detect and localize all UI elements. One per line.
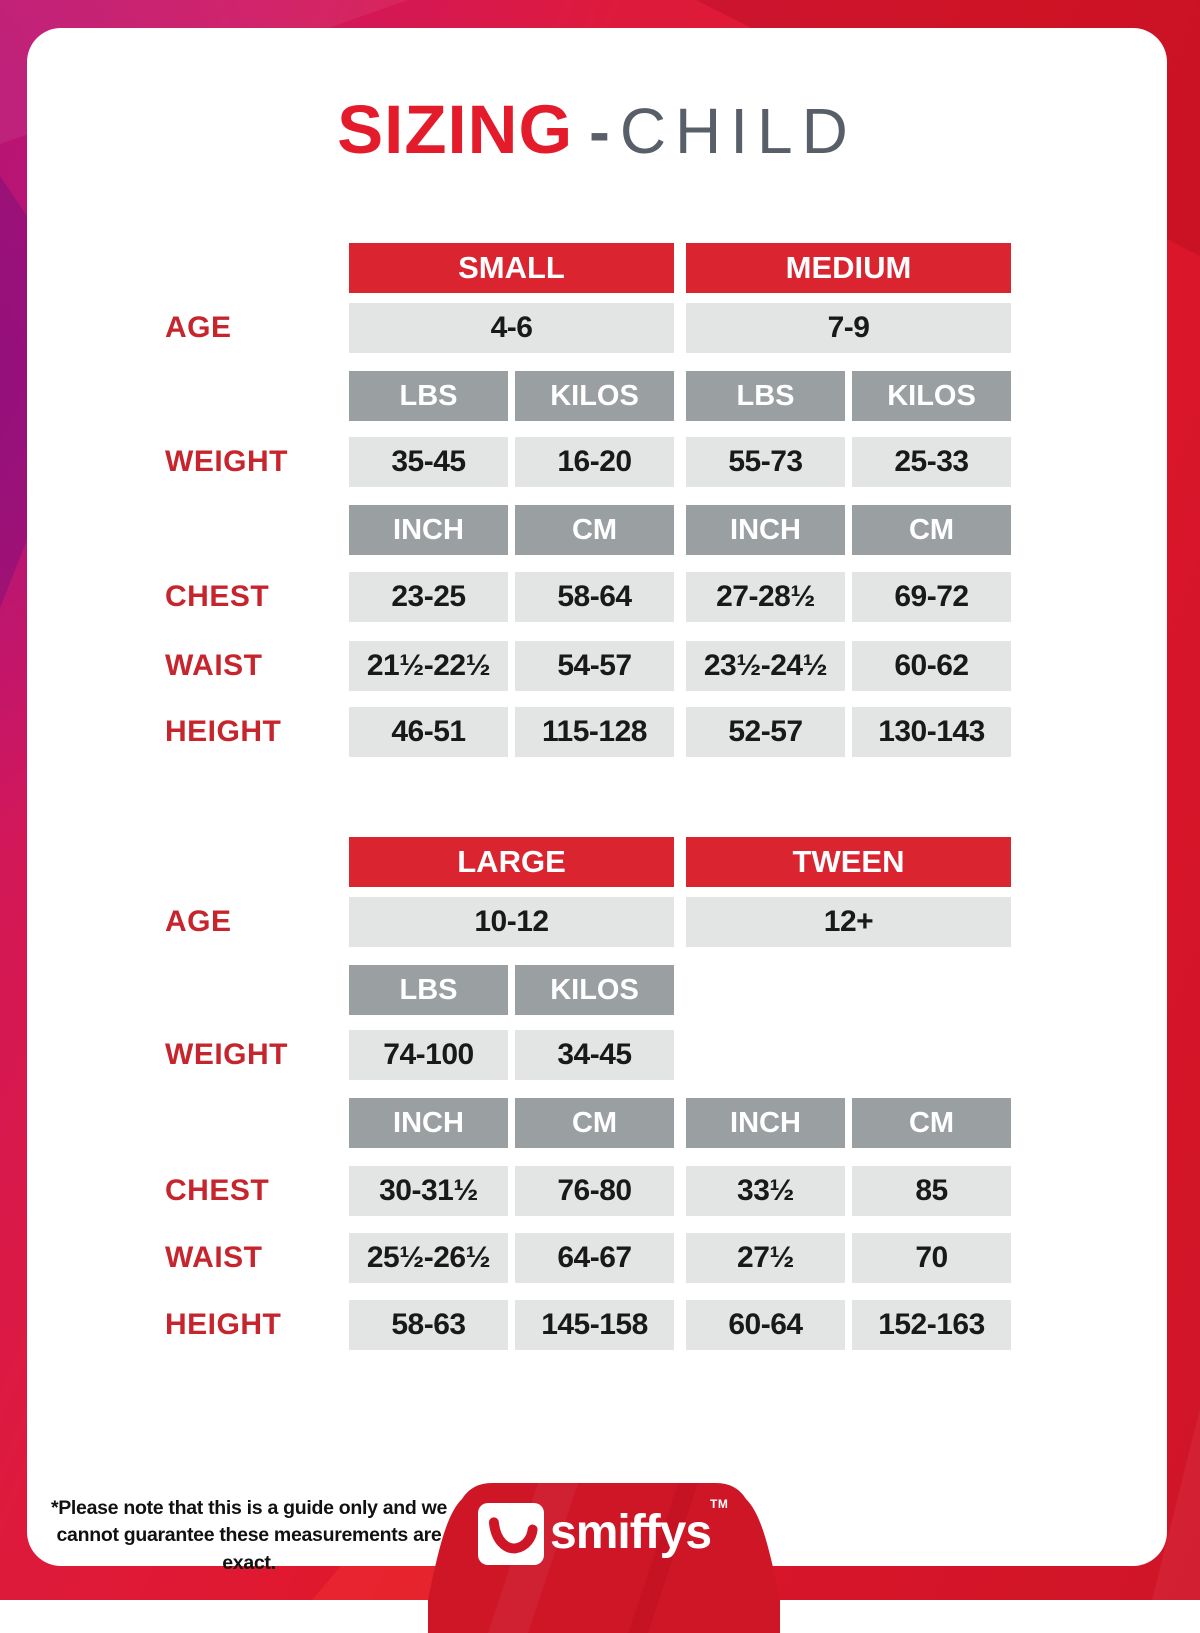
- logo-brand: smiffys: [550, 1506, 712, 1559]
- height-row: HEIGHT 58-63 145-158 60-64 152-163: [165, 1300, 1011, 1350]
- row-label: WAIST: [165, 649, 263, 682]
- unit-header-cell: KILOS: [852, 371, 1011, 421]
- value-cell: 64-67: [515, 1233, 674, 1283]
- unit-header-cell: INCH: [349, 1098, 508, 1148]
- value-cell: 152-163: [852, 1300, 1011, 1350]
- logo-smile-icon: [488, 1517, 538, 1554]
- row-label: WEIGHT: [165, 1038, 288, 1071]
- size-header-cell: TWEEN: [686, 837, 1011, 887]
- row-label: AGE: [165, 311, 232, 344]
- unit-header-cell: CM: [515, 505, 674, 555]
- row-label-spacer: [165, 837, 349, 887]
- value-cell: 76-80: [515, 1166, 674, 1216]
- unit-header-cell: CM: [515, 1098, 674, 1148]
- unit-header-cell: CM: [852, 505, 1011, 555]
- card: SIZING - CHILD SMALL MEDIUM AGE 4-6 7-9 LB…: [27, 28, 1167, 1633]
- logo-smile-box: [478, 1503, 544, 1565]
- value-cell: 27-28½: [686, 572, 845, 622]
- age-cell: 4-6: [349, 303, 674, 353]
- title-sizing: SIZING: [337, 91, 574, 168]
- row-label-spacer: [165, 1098, 349, 1148]
- size-header-cell: SMALL: [349, 243, 674, 293]
- row-label: HEIGHT: [165, 1308, 282, 1341]
- unit-header-cell: LBS: [349, 965, 508, 1015]
- logo-trademark: TM: [710, 1497, 729, 1511]
- row-label: CHEST: [165, 580, 270, 613]
- value-cell: 25½-26½: [349, 1233, 508, 1283]
- age-cell: 12+: [686, 897, 1011, 947]
- unit-header-cell: INCH: [686, 505, 845, 555]
- value-cell: 34-45: [515, 1030, 674, 1080]
- size-header-cell: LARGE: [349, 837, 674, 887]
- value-cell: 46-51: [349, 707, 508, 757]
- value-cell: 60-62: [852, 641, 1011, 691]
- row-label-spacer: [165, 505, 349, 555]
- value-cell: 16-20: [515, 437, 674, 487]
- size-header-row: SMALL MEDIUM: [165, 243, 1011, 293]
- value-cell: 69-72: [852, 572, 1011, 622]
- row-label-spacer: [165, 965, 349, 1015]
- unit-header-cell: INCH: [686, 1098, 845, 1148]
- row-label-spacer: [165, 371, 349, 421]
- waist-row: WAIST 25½-26½ 64-67 27½ 70: [165, 1233, 1011, 1283]
- measure-units-row: INCH CM INCH CM: [165, 505, 1011, 555]
- value-cell: 70: [852, 1233, 1011, 1283]
- measure-units-row: INCH CM INCH CM: [165, 1098, 1011, 1148]
- value-cell: 145-158: [515, 1300, 674, 1350]
- size-header-cell: MEDIUM: [686, 243, 1011, 293]
- value-cell: 130-143: [852, 707, 1011, 757]
- value-cell: 52-57: [686, 707, 845, 757]
- row-label: WAIST: [165, 1241, 263, 1274]
- row-label: CHEST: [165, 1174, 270, 1207]
- chest-row: CHEST 23-25 58-64 27-28½ 69-72: [165, 572, 1011, 622]
- value-cell: 30-31½: [349, 1166, 508, 1216]
- row-label: WEIGHT: [165, 445, 288, 478]
- weight-units-row: LBS KILOS LBS KILOS: [165, 371, 1011, 421]
- footnote: *Please note that this is a guide only a…: [50, 1497, 448, 1574]
- size-header-row: LARGE TWEEN: [165, 837, 1011, 887]
- value-cell: 74-100: [349, 1030, 508, 1080]
- value-cell: 85: [852, 1166, 1011, 1216]
- value-cell: 27½: [686, 1233, 845, 1283]
- value-cell: 54-57: [515, 641, 674, 691]
- age-row: AGE 4-6 7-9: [165, 303, 1011, 353]
- value-cell: 23-25: [349, 572, 508, 622]
- value-cell: 55-73: [686, 437, 845, 487]
- unit-header-cell: CM: [852, 1098, 1011, 1148]
- value-cell: 23½-24½: [686, 641, 845, 691]
- weight-row: WEIGHT 35-45 16-20 55-73 25-33: [165, 437, 1011, 487]
- value-cell: 115-128: [515, 707, 674, 757]
- smiffys-logo: smiffys TM: [428, 1483, 780, 1633]
- value-cell: 58-64: [515, 572, 674, 622]
- waist-row: WAIST 21½-22½ 54-57 23½-24½ 60-62: [165, 641, 1011, 691]
- value-cell: 58-63: [349, 1300, 508, 1350]
- value-cell: 25-33: [852, 437, 1011, 487]
- age-cell: 10-12: [349, 897, 674, 947]
- row-label-spacer: [165, 243, 349, 293]
- title-child: CHILD: [619, 95, 857, 167]
- title-separator: -: [589, 98, 610, 167]
- value-cell: 60-64: [686, 1300, 845, 1350]
- value-cell: 21½-22½: [349, 641, 508, 691]
- unit-header-cell: INCH: [349, 505, 508, 555]
- height-row: HEIGHT 46-51 115-128 52-57 130-143: [165, 707, 1011, 757]
- row-label: AGE: [165, 905, 232, 938]
- unit-header-cell: LBS: [686, 371, 845, 421]
- weight-units-row: LBS KILOS: [165, 965, 674, 1015]
- chest-row: CHEST 30-31½ 76-80 33½ 85: [165, 1166, 1011, 1216]
- value-cell: 35-45: [349, 437, 508, 487]
- unit-header-cell: LBS: [349, 371, 508, 421]
- page-title: SIZING - CHILD: [27, 90, 1167, 169]
- weight-row: WEIGHT 74-100 34-45: [165, 1030, 674, 1080]
- row-label: HEIGHT: [165, 715, 282, 748]
- unit-header-cell: KILOS: [515, 965, 674, 1015]
- unit-header-cell: KILOS: [515, 371, 674, 421]
- age-row: AGE 10-12 12+: [165, 897, 1011, 947]
- value-cell: 33½: [686, 1166, 845, 1216]
- age-cell: 7-9: [686, 303, 1011, 353]
